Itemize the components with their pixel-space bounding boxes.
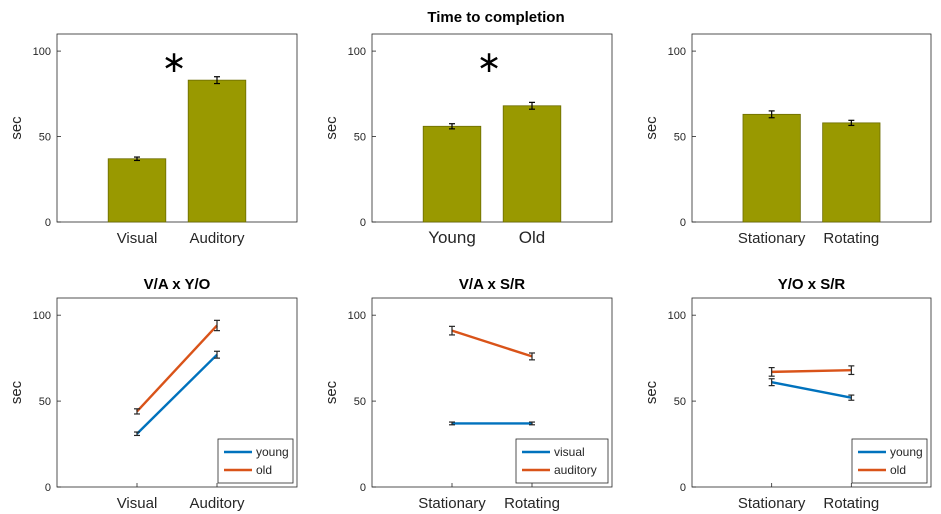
series-line: [136, 353, 218, 435]
y-tick-label: 0: [360, 217, 366, 229]
x-tick-label: Rotating: [823, 230, 879, 247]
legend: visual auditory: [515, 438, 609, 484]
series-line: [136, 324, 218, 413]
panel-title: V/A x S/R: [459, 276, 525, 293]
y-tick-label: 100: [668, 310, 686, 322]
significance-marker: ∗: [476, 45, 501, 80]
panel-5: 0 50 100 sec Stationary Rotating V/A x S/R visu…: [323, 276, 613, 512]
x-tick-label: Auditory: [189, 495, 245, 512]
panel-3: 0 50 100 sec Stationary Rotating: [643, 33, 932, 247]
legend: young old: [217, 438, 294, 484]
y-tick-label: 0: [680, 217, 686, 229]
bar: [742, 113, 801, 223]
legend-box: [515, 438, 609, 484]
bar: [107, 158, 167, 223]
x-tick-label: Stationary: [738, 495, 806, 512]
legend-entry: visual: [554, 445, 585, 459]
y-axis-label: sec: [643, 116, 660, 140]
axes-box: [371, 297, 613, 488]
y-tick-label: 100: [348, 310, 366, 322]
panel-2: 0 50 100 sec Young Old ∗: [323, 33, 613, 247]
figure-title: Time to completion: [427, 9, 564, 26]
y-tick-label: 0: [680, 482, 686, 494]
x-tick-label: Young: [428, 228, 476, 247]
bar: [502, 105, 562, 223]
x-tick-label: Stationary: [418, 495, 486, 512]
legend-entry: old: [890, 463, 906, 477]
y-tick-label: 50: [354, 396, 366, 408]
x-tick-label: Auditory: [189, 230, 245, 247]
legend-box: [851, 438, 928, 484]
legend-box: [217, 438, 294, 484]
axes-box: [56, 297, 298, 488]
y-tick-label: 50: [39, 396, 51, 408]
bar: [187, 79, 247, 223]
y-axis-label: sec: [323, 380, 340, 404]
legend-entry: auditory: [554, 463, 597, 477]
y-tick-label: 50: [354, 132, 366, 144]
legend-entry: old: [256, 463, 272, 477]
panel-6: 0 50 100 sec Stationary Rotating Y/O x S/R youn…: [643, 276, 932, 512]
y-tick-label: 100: [668, 46, 686, 58]
x-tick-label: Visual: [117, 495, 158, 512]
axes-box: [56, 33, 298, 223]
series-line: [771, 368, 852, 374]
bar: [422, 125, 482, 223]
x-tick-label: Rotating: [823, 495, 879, 512]
legend-entry: young: [890, 445, 923, 459]
x-tick-label: Old: [519, 228, 545, 247]
y-tick-label: 0: [360, 482, 366, 494]
panel-1: 0 50 100 sec Visual Auditory ∗: [8, 33, 298, 247]
y-axis-label: sec: [643, 380, 660, 404]
series-line: [771, 381, 852, 399]
y-tick-label: 50: [674, 396, 686, 408]
series-line: [451, 329, 533, 358]
x-tick-label: Stationary: [738, 230, 806, 247]
x-tick-label: Visual: [117, 230, 158, 247]
axes-box: [691, 33, 932, 223]
y-tick-label: 100: [33, 46, 51, 58]
legend: young old: [851, 438, 928, 484]
y-axis-label: sec: [8, 116, 25, 140]
axes-box: [371, 33, 613, 223]
panel-4: 0 50 100 sec Visual Auditory V/A x Y/O young old: [8, 276, 298, 512]
bar: [822, 122, 881, 223]
y-tick-label: 0: [45, 482, 51, 494]
x-tick-label: Rotating: [504, 495, 560, 512]
y-tick-label: 100: [348, 46, 366, 58]
y-tick-label: 0: [45, 217, 51, 229]
y-tick-label: 100: [33, 310, 51, 322]
significance-marker: ∗: [161, 45, 186, 80]
axes-box: [691, 297, 932, 488]
y-tick-label: 50: [674, 132, 686, 144]
panel-title: Y/O x S/R: [778, 276, 846, 293]
y-axis-label: sec: [323, 116, 340, 140]
y-tick-label: 50: [39, 132, 51, 144]
legend-entry: young: [256, 445, 289, 459]
panel-title: V/A x Y/O: [144, 276, 211, 293]
y-axis-label: sec: [8, 380, 25, 404]
